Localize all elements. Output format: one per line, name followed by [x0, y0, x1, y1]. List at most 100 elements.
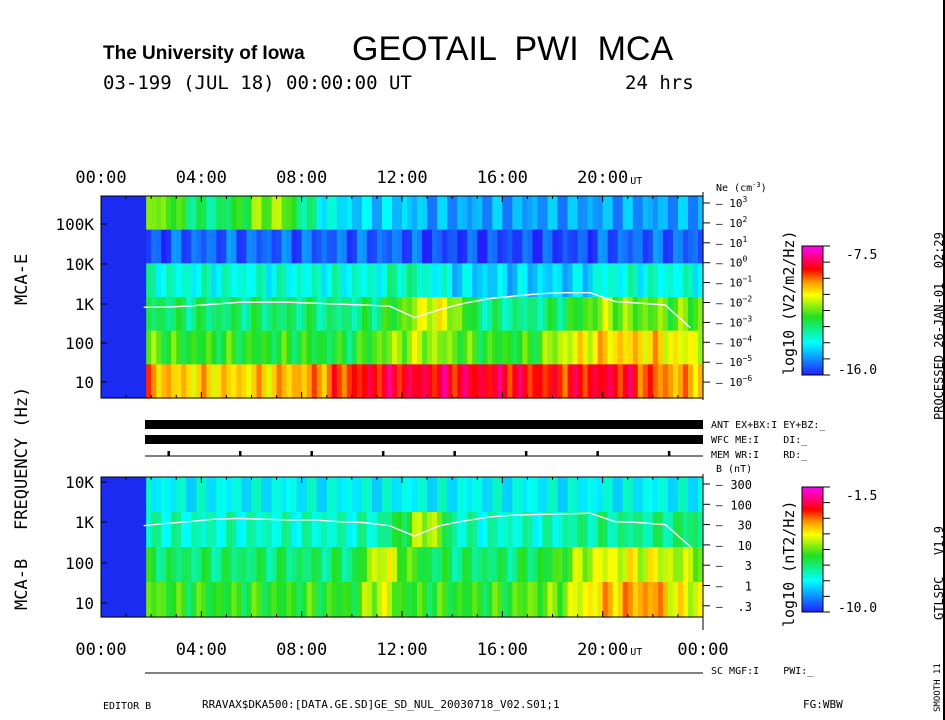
spectrogram-cell [637, 547, 644, 583]
spectrogram-cell [216, 582, 222, 618]
b-tick-dash: – [716, 519, 723, 532]
spectrogram-cell [326, 330, 333, 365]
spectrogram-cell [106, 229, 112, 264]
spectrogram-cell [552, 297, 559, 332]
spectrogram-cell [226, 229, 233, 264]
spectrogram-cell [251, 477, 258, 513]
spectrogram-cell [241, 263, 248, 298]
spectrogram-cell [642, 547, 649, 583]
spectrogram-cell [442, 297, 448, 332]
spectrogram-cell [552, 582, 559, 618]
spectrogram-cell [101, 547, 107, 583]
spectrogram-cell [351, 512, 358, 548]
bottom-time-tick-label: 08:00 [276, 640, 327, 660]
spectrogram-cell [497, 547, 503, 583]
spectrogram-cell [607, 263, 614, 298]
spectrogram-cell [231, 229, 238, 264]
spectrogram-cell [587, 364, 594, 399]
spectrogram-cell [437, 547, 443, 583]
spectrogram-cell [326, 512, 333, 548]
spectrogram-cell [447, 297, 453, 332]
spectrogram-cell [462, 330, 468, 365]
spectrogram-cell [577, 477, 584, 513]
spectrogram-cell [211, 547, 217, 583]
spectrogram-cell [276, 229, 283, 264]
spectrogram-cell [492, 512, 498, 548]
spectrogram-cell [692, 364, 699, 399]
spectrogram-cell [216, 297, 222, 332]
spectrogram-cell [497, 297, 503, 332]
spectrogram-cell [512, 297, 518, 332]
spectrogram-cell [231, 512, 238, 548]
spectrogram-cell [256, 297, 263, 332]
spectrogram-cell [427, 477, 433, 513]
spectrogram-cell [241, 477, 248, 513]
spectrogram-cell [386, 229, 393, 264]
spectrogram-cell [151, 364, 157, 399]
spectrogram-cell [111, 364, 117, 399]
spectrogram-cell [146, 196, 152, 231]
spectrogram-cell [487, 582, 493, 618]
spectrogram-cell [672, 229, 679, 264]
spectrogram-cell [567, 229, 574, 264]
spectrogram-cell [422, 512, 428, 548]
spectrogram-cell [216, 196, 222, 231]
spectrogram-cell [542, 547, 549, 583]
spectrogram-cell [181, 297, 187, 332]
spectrogram-cell [447, 477, 453, 513]
spectrogram-cell [231, 196, 238, 231]
spectrogram-cell [111, 330, 117, 365]
spectrogram-cell [512, 229, 518, 264]
spectrogram-cell [131, 330, 137, 365]
spectrogram-cell [141, 297, 147, 332]
density-line [143, 512, 691, 548]
spectrogram-cell [116, 330, 122, 365]
bottom-time-tick-label: 16:00 [477, 640, 528, 660]
spectrogram-cell [371, 477, 378, 513]
spectrogram-cell [447, 512, 453, 548]
spectrogram-cell [316, 263, 323, 298]
spectrogram-cell [211, 297, 217, 332]
spectrogram-cell [532, 547, 539, 583]
spectrogram-cell [236, 582, 243, 618]
spectrogram-cell [251, 364, 258, 399]
spectrogram-cell [221, 330, 228, 365]
spectrogram-cell [166, 547, 172, 583]
spectrogram-cell [291, 229, 298, 264]
data-file-path: RRAVAX$DKA500:[DATA.GE.SD]GE_SD_NUL_2003… [202, 698, 560, 711]
spectrogram-cell [351, 263, 358, 298]
spectrogram-cell [637, 196, 644, 231]
bottom-time-tick-label: 04:00 [176, 640, 227, 660]
spectrogram-cell [532, 263, 539, 298]
spectrogram-cell [161, 364, 167, 399]
spectrogram-cell [301, 196, 308, 231]
spectrogram-cell [331, 330, 338, 365]
spectrogram-cell [622, 582, 629, 618]
top-time-tick-label: 00:00 [75, 168, 126, 188]
spectrogram-cell [607, 229, 614, 264]
spectrogram-cell [111, 547, 117, 583]
spectrogram-cell [427, 196, 433, 231]
spectrogram-cell [687, 512, 694, 548]
spectrogram-cell [371, 196, 378, 231]
spectrogram-cell [176, 582, 182, 618]
b-tick-label: 3 [745, 559, 752, 573]
spectrogram-cell [617, 512, 624, 548]
spectrogram-cell [677, 364, 684, 399]
spectrogram-cell [261, 477, 268, 513]
spectrogram-cell [437, 229, 443, 264]
spectrogram-cell [286, 263, 293, 298]
bottom-time-tick-label: 00:00 [75, 640, 126, 660]
spectrogram-cell [602, 229, 609, 264]
spectrogram-cell [412, 229, 418, 264]
spectrogram-cell [542, 582, 549, 618]
spectrogram-cell [667, 263, 674, 298]
spectrogram-cell [632, 263, 639, 298]
spectrogram-cell [111, 512, 117, 548]
spectrogram-cell [141, 196, 147, 231]
spectrogram-cell [106, 512, 112, 548]
spectrogram-cell [191, 364, 197, 399]
spectrogram-cell [356, 512, 363, 548]
spectrogram-cell [442, 547, 448, 583]
spectrogram-cell [156, 263, 162, 298]
